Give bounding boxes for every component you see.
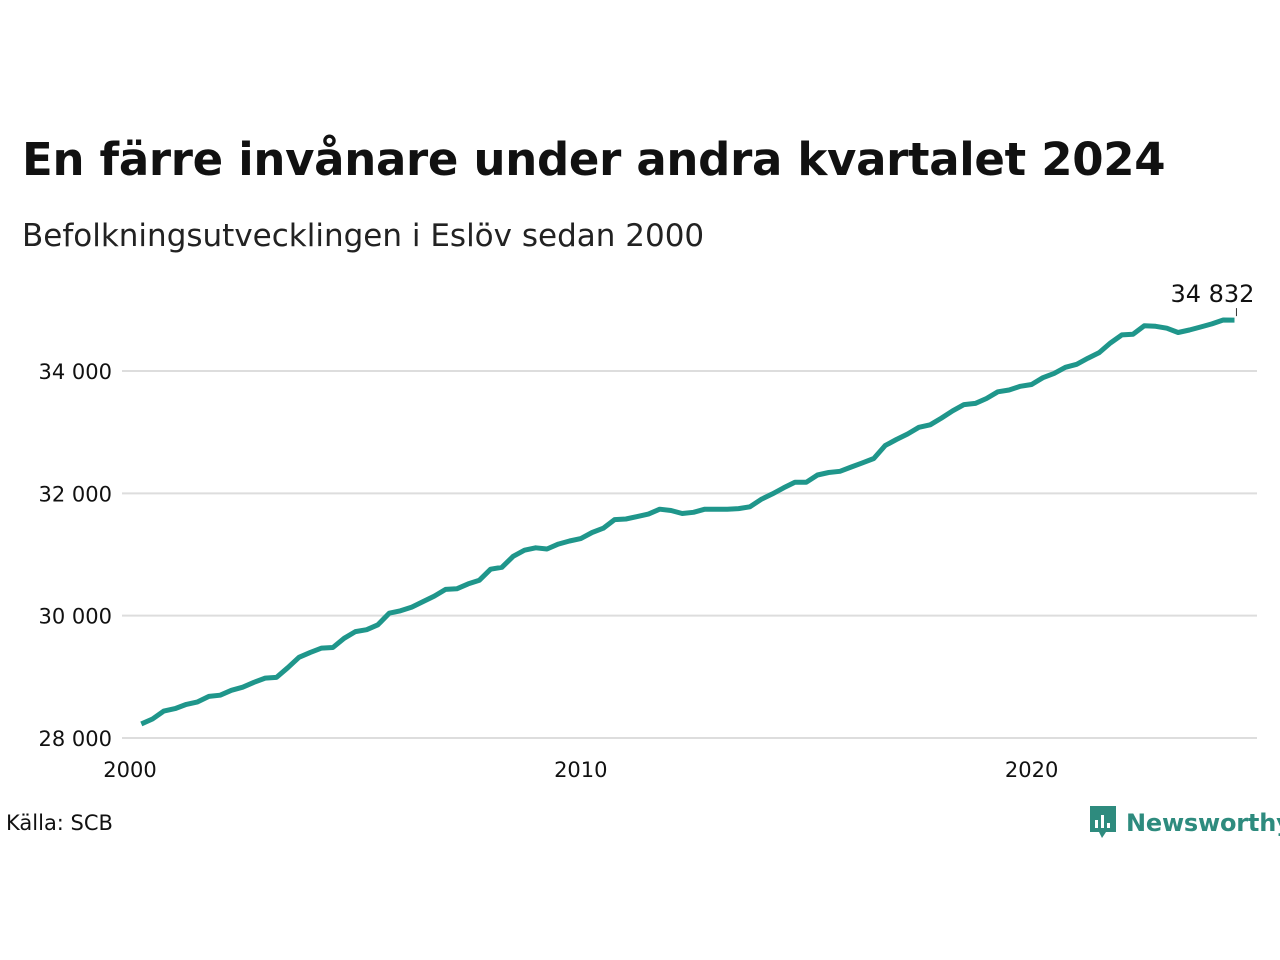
end-value-label: 34 832: [1170, 280, 1254, 308]
gridlines: [122, 370, 1257, 739]
line-chart: 28 000 30 000 32 000 34 000 2000 2010 2020 34…: [39, 280, 1257, 782]
x-tick-label: 2010: [554, 758, 607, 782]
y-tick-label: 28 000: [39, 727, 112, 751]
x-axis-tick-labels: 2000 2010 2020: [103, 758, 1058, 782]
series-line: [140, 317, 1235, 727]
brand-name: Newsworthy: [1126, 809, 1280, 837]
x-tick-label: 2000: [103, 758, 156, 782]
series-layer: [140, 317, 1235, 727]
end-annotation: 34 832: [1170, 280, 1254, 317]
x-tick-label: 2020: [1005, 758, 1058, 782]
y-tick-label: 30 000: [39, 605, 112, 629]
chart-title: En färre invånare under andra kvartalet …: [22, 133, 1166, 186]
source-note: Källa: SCB: [6, 811, 113, 835]
chart-subtitle: Befolkningsutvecklingen i Eslöv sedan 20…: [22, 218, 705, 254]
y-tick-label: 34 000: [39, 360, 112, 384]
newsworthy-logo: Newsworthy: [1088, 803, 1280, 843]
bar-chart-speech-bubble-icon: [1090, 806, 1116, 838]
y-axis-tick-labels: 28 000 30 000 32 000 34 000: [39, 360, 112, 751]
y-tick-label: 32 000: [39, 482, 112, 506]
